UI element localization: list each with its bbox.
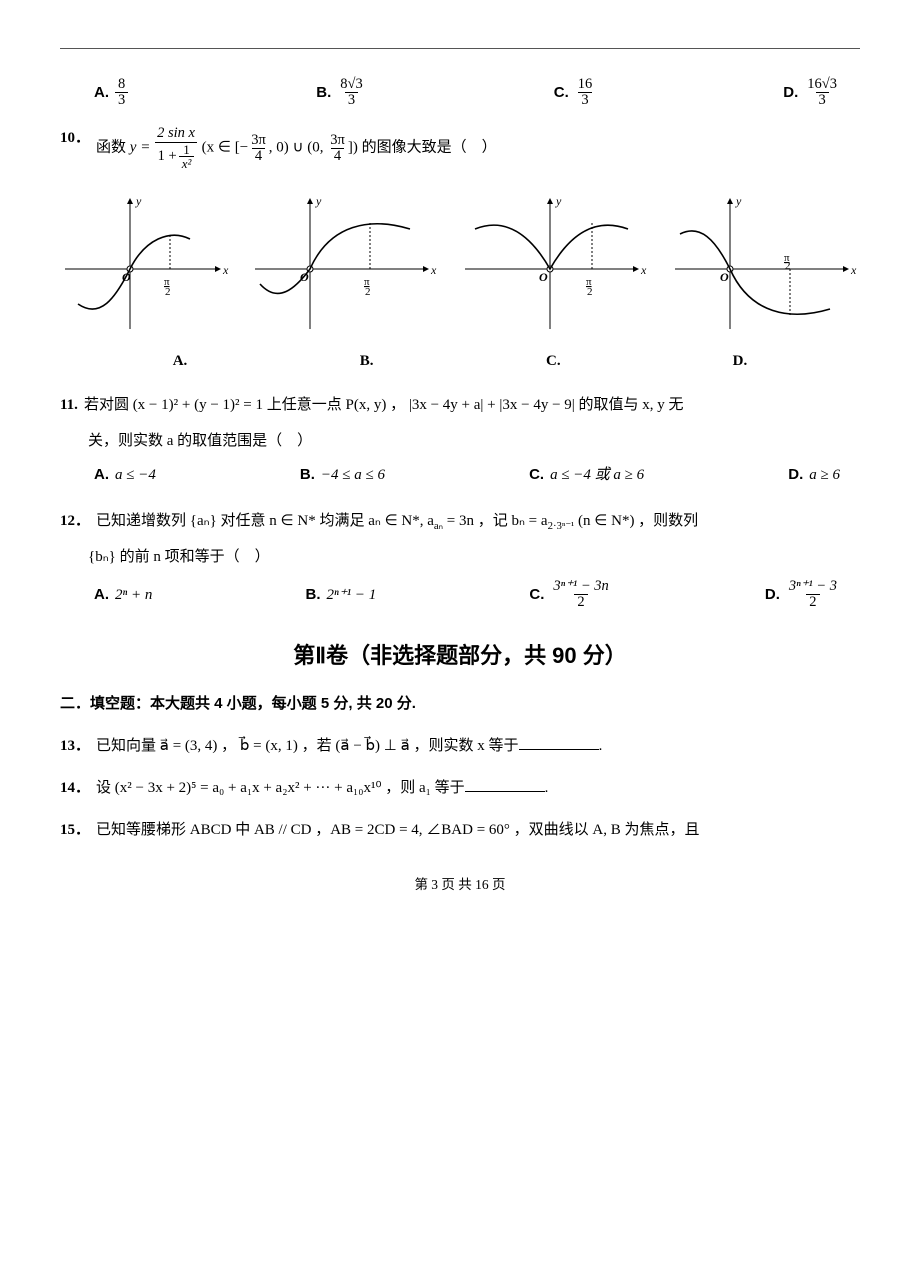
question-14: 14． 设 (x² − 3x + 2)⁵ = a₀ + a₁x + a₂x² +… (60, 776, 860, 800)
q11-choice-A: A. a ≤ −4 (94, 463, 156, 487)
q10-choice-A-label: A. (120, 349, 240, 373)
question-number: 13． (60, 734, 90, 758)
question-15: 15． 已知等腰梯形 ABCD 中 AB // CD ，AB = 2CD = 4… (60, 818, 860, 842)
question-number: 12． (60, 509, 90, 533)
q12-choice-D: D. 3ⁿ⁺¹ − 32 (765, 579, 840, 610)
graph-B: x y O π 2 (250, 189, 440, 339)
question-body: 设 (x² − 3x + 2)⁵ = a₀ + a₁x + a₂x² + ···… (96, 776, 860, 800)
graph-C: x y O π 2 (460, 189, 650, 339)
question-body: 函数 y = 2 sin x 1 + 1 x² (x ∈ [−3π4, 0) ∪… (96, 126, 860, 171)
q10-choice-C-label: C. (493, 349, 613, 373)
q11-choice-B: B. −4 ≤ a ≤ 6 (300, 463, 385, 487)
q12-choice-C: C. 3ⁿ⁺¹ − 3n2 (529, 579, 611, 610)
svg-text:x: x (430, 263, 437, 277)
q9-choice-B: B. 8√33 (316, 77, 365, 108)
q11-line2: 关，则实数 a 的取值范围是（ ） (60, 429, 860, 453)
question-number: 11. (60, 393, 78, 417)
svg-text:O: O (539, 270, 548, 284)
svg-text:2: 2 (785, 260, 791, 272)
q11-choice-D: D. a ≥ 6 (788, 463, 840, 487)
question-12: 12． 已知递增数列 {aₙ} 对任意 n ∈ N* 均满足 aₙ ∈ N*, … (60, 509, 860, 533)
horizontal-rule (60, 48, 860, 49)
q9-choice-A: A. 83 (94, 77, 128, 108)
q10-graph-choice-labels: A. B. C. D. (60, 349, 860, 373)
svg-text:y: y (315, 194, 322, 208)
question-body: 已知等腰梯形 ABCD 中 AB // CD ，AB = 2CD = 4, ∠B… (96, 818, 860, 842)
svg-text:2: 2 (587, 286, 593, 298)
graph-A: x y O π 2 (60, 189, 230, 339)
svg-text:x: x (640, 263, 647, 277)
svg-text:y: y (555, 194, 562, 208)
svg-text:y: y (735, 194, 742, 208)
question-number: 10． (60, 126, 90, 171)
question-11: 11. 若对圆 (x − 1)² + (y − 1)² = 1 上任意一点 P(… (60, 393, 860, 417)
q9-choice-C: C. 163 (554, 77, 596, 108)
q10-choice-B-label: B. (307, 349, 427, 373)
section-2-title: 第Ⅱ卷（非选择题部分，共 90 分） (60, 638, 860, 673)
section-2-subhead: 二．填空题：本大题共 4 小题，每小题 5 分, 共 20 分. (60, 692, 860, 716)
svg-text:2: 2 (165, 286, 171, 298)
q12-line2: {bₙ} 的前 n 项和等于（ ） (60, 545, 860, 569)
question-10: 10． 函数 y = 2 sin x 1 + 1 x² (x ∈ [−3π4, … (60, 126, 860, 171)
q10-choice-D-label: D. (680, 349, 800, 373)
q12-choice-A: A. 2ⁿ + n (94, 583, 152, 607)
q9-choice-row: A. 83 B. 8√33 C. 163 D. 16√33 (60, 77, 860, 108)
question-body: 若对圆 (x − 1)² + (y − 1)² = 1 上任意一点 P(x, y… (84, 393, 860, 417)
svg-text:y: y (135, 194, 142, 208)
q11-choice-C: C. a ≤ −4 或 a ≥ 6 (529, 463, 644, 487)
q12-choice-row: A. 2ⁿ + n B. 2ⁿ⁺¹ − 1 C. 3ⁿ⁺¹ − 3n2 D. 3… (60, 579, 860, 610)
q9-choice-D: D. 16√33 (783, 77, 840, 108)
svg-text:x: x (850, 263, 857, 277)
question-body: 已知向量 a⃗ = (3, 4) ， b⃗ = (x, 1) ，若 (a⃗ − … (96, 734, 860, 758)
answer-blank (465, 777, 545, 792)
q12-choice-B: B. 2ⁿ⁺¹ − 1 (305, 583, 376, 607)
svg-text:2: 2 (365, 286, 371, 298)
question-13: 13． 已知向量 a⃗ = (3, 4) ， b⃗ = (x, 1) ，若 (a… (60, 734, 860, 758)
page-footer: 第 3 页 共 16 页 (60, 874, 860, 896)
svg-text:x: x (222, 263, 229, 277)
question-number: 15． (60, 818, 90, 842)
q10-graph-row: x y O π 2 x y O π 2 x y O π 2 (60, 189, 860, 339)
question-body: 已知递增数列 {aₙ} 对任意 n ∈ N* 均满足 aₙ ∈ N*, aaₙ … (96, 509, 860, 533)
svg-text:O: O (720, 270, 729, 284)
answer-blank (519, 735, 599, 750)
q11-choice-row: A. a ≤ −4 B. −4 ≤ a ≤ 6 C. a ≤ −4 或 a ≥ … (60, 463, 860, 487)
graph-D: x y O π 2 (670, 189, 860, 339)
question-number: 14． (60, 776, 90, 800)
